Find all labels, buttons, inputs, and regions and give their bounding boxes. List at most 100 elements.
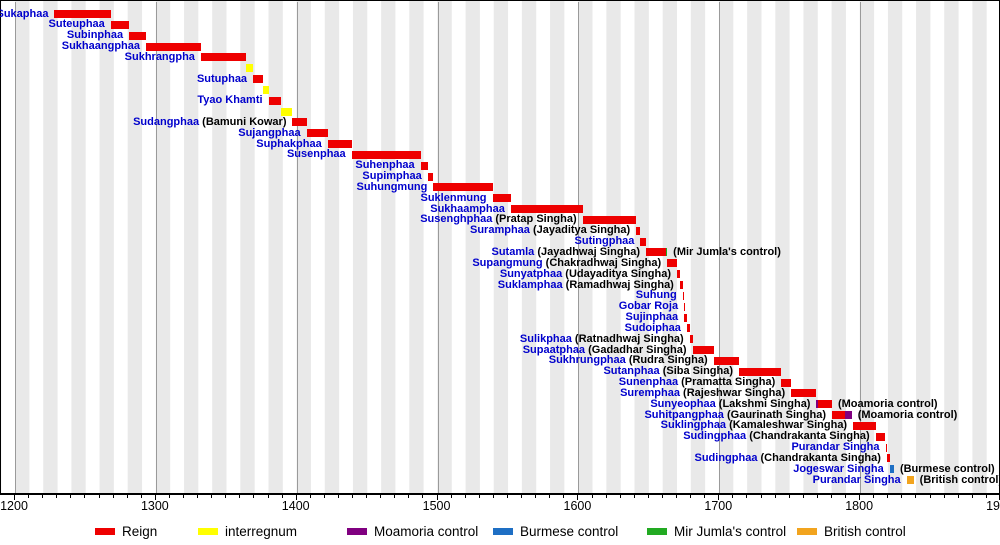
bar-segment-reign bbox=[129, 31, 146, 40]
axis-minor-tick bbox=[605, 495, 607, 498]
row-label: Supaatphaa (Gadadhar Singha) bbox=[522, 343, 687, 356]
ruler-name-link[interactable]: Sujangphaa bbox=[238, 126, 301, 139]
axis-minor-tick bbox=[56, 495, 58, 498]
ruler-name-link[interactable]: Suphakphaa bbox=[256, 137, 322, 150]
ruler-name-link[interactable]: Suhung bbox=[635, 289, 677, 302]
ruler-name-link[interactable]: Susenghphaa bbox=[420, 213, 493, 226]
ruler-name-link[interactable]: Susenphaa bbox=[286, 148, 346, 161]
ruler-name-link[interactable]: Sutamla bbox=[491, 245, 535, 258]
bar-segment-reign bbox=[875, 432, 886, 441]
ruler-name-link[interactable]: Suhitpangphaa bbox=[644, 408, 724, 421]
ruler-alt-name: (Kamaleshwar Singha) bbox=[726, 419, 848, 432]
ruler-name-link[interactable]: Suklamphaa bbox=[497, 278, 563, 291]
ruler-name-link[interactable]: Sudangphaa bbox=[133, 115, 200, 128]
ruler-name-link[interactable]: Suramphaa bbox=[470, 224, 530, 237]
bar-segment-reign bbox=[679, 281, 683, 289]
row-label: Supimphaa bbox=[362, 171, 421, 182]
bar-segment-reign bbox=[781, 378, 792, 387]
axis-label-1200: 1200 bbox=[0, 499, 28, 513]
ruler-name-link[interactable]: Suklingphaa bbox=[660, 419, 727, 432]
axis-label-1600: 1600 bbox=[563, 499, 592, 513]
ruler-name-link[interactable]: Suhungmung bbox=[356, 180, 428, 193]
axis-major-tick bbox=[14, 495, 15, 500]
ruler-name-link[interactable]: Suklenmung bbox=[420, 191, 487, 204]
ruler-name-link[interactable]: Sujinphaa bbox=[625, 311, 679, 324]
axis-minor-tick bbox=[591, 495, 593, 498]
bar-segment-reign bbox=[640, 237, 647, 246]
bar-segment-moamoria bbox=[844, 411, 852, 420]
axis-label-1400: 1400 bbox=[281, 499, 310, 513]
ruler-name-link[interactable]: Sukhaangphaa bbox=[61, 40, 140, 53]
axis-minor-tick bbox=[126, 495, 128, 498]
gridline-1800 bbox=[860, 2, 862, 494]
row-label: Purandar Singha bbox=[791, 442, 879, 453]
row-label: Suklenmung bbox=[420, 191, 487, 204]
legend-swatch-british bbox=[797, 528, 817, 535]
axis-minor-tick bbox=[661, 495, 663, 498]
axis-major-tick bbox=[577, 495, 579, 500]
bar-segment-reign bbox=[268, 96, 282, 105]
ruler-name-link[interactable]: Sunenphaa bbox=[618, 376, 679, 389]
bar-segment-reign bbox=[636, 226, 641, 235]
axis-minor-tick bbox=[915, 495, 917, 498]
bar-segment-reign bbox=[817, 400, 832, 409]
axis-minor-tick bbox=[478, 495, 480, 498]
row-label: Tyao Khamti bbox=[197, 95, 262, 106]
axis-minor-tick bbox=[28, 495, 30, 498]
ruler-alt-name: (Gaurinath Singha) bbox=[723, 408, 826, 421]
ruler-name-link[interactable]: Sukhrungphaa bbox=[548, 354, 626, 367]
ruler-name-link[interactable]: Sukaphaa bbox=[0, 7, 49, 20]
row-label: Gobar Roja bbox=[619, 301, 678, 312]
ruler-name-link[interactable]: Gobar Roja bbox=[618, 300, 679, 313]
bar-segment-british bbox=[906, 476, 914, 485]
bar-segment-interregnum bbox=[281, 107, 293, 116]
ruler-alt-name: (Siba Singha) bbox=[659, 365, 734, 378]
ruler-name-link[interactable]: Purandar Singha bbox=[791, 441, 880, 454]
ruler-name-link[interactable]: Supangmung bbox=[472, 256, 543, 269]
axis-minor-tick bbox=[887, 495, 889, 498]
axis-minor-tick bbox=[746, 495, 748, 498]
bar-segment-reign bbox=[292, 118, 307, 127]
bar-segment-reign bbox=[791, 389, 817, 398]
ruler-alt-name: (Lakshmi Singha) bbox=[715, 397, 811, 410]
row-label: Sukaphaa bbox=[0, 7, 49, 20]
bar-segment-interregnum bbox=[262, 85, 269, 94]
axis-major-tick bbox=[154, 495, 156, 500]
ruler-name-link[interactable]: Sukhaamphaa bbox=[430, 202, 505, 215]
bar-segment-burmese bbox=[889, 465, 894, 474]
bar-segment-reign bbox=[510, 205, 583, 214]
ruler-alt-name: (Chakradhwaj Singha) bbox=[542, 256, 662, 269]
ruler-alt-name: (Ramadhwaj Singha) bbox=[562, 278, 674, 291]
bar-segment-reign bbox=[677, 270, 680, 279]
axis-minor-tick bbox=[521, 495, 523, 498]
ruler-name-link[interactable]: Sunyeophaa bbox=[650, 397, 716, 410]
ruler-name-link[interactable]: Sudingphaa bbox=[683, 430, 747, 443]
ruler-name-link[interactable]: Supimphaa bbox=[362, 170, 422, 183]
ruler-alt-name: (Rajeshwar Singha) bbox=[679, 386, 786, 399]
ruler-name-link[interactable]: Sunyatphaa bbox=[499, 267, 563, 280]
ruler-alt-name: (Bamuni Kowar) bbox=[199, 115, 287, 128]
axis-major-tick bbox=[718, 495, 720, 500]
row-label: Suklamphaa (Ramadhwaj Singha) bbox=[497, 278, 674, 291]
ruler-name-link[interactable]: Sutuphaa bbox=[196, 72, 248, 85]
axis-minor-tick bbox=[901, 495, 903, 498]
axis-minor-tick bbox=[168, 495, 170, 498]
ruler-name-link[interactable]: Suremphaa bbox=[620, 386, 680, 399]
ruler-name-link[interactable]: Sudoiphaa bbox=[624, 321, 681, 334]
ruler-name-link[interactable]: Subinphaa bbox=[66, 29, 124, 42]
ruler-name-link[interactable]: Suhenphaa bbox=[355, 159, 415, 172]
axis-minor-tick bbox=[98, 495, 100, 498]
ruler-name-link[interactable]: Sukhrangpha bbox=[124, 50, 195, 63]
ruler-name-link[interactable]: Suteuphaa bbox=[48, 18, 105, 31]
ruler-name-link[interactable]: Tyao Khamti bbox=[197, 94, 263, 107]
ruler-name-link[interactable]: Sulikphaa bbox=[519, 332, 572, 345]
ruler-name-link[interactable]: Supaatphaa bbox=[522, 343, 586, 356]
ruler-name-link[interactable]: Sutingphaa bbox=[574, 235, 635, 248]
ruler-name-link[interactable]: Sudingphaa bbox=[694, 451, 758, 464]
row-label: Suhenphaa bbox=[355, 160, 414, 171]
ruler-name-link[interactable]: Jogeswar Singha bbox=[793, 462, 884, 475]
bar-segment-reign bbox=[684, 313, 687, 322]
axis-minor-tick bbox=[845, 495, 847, 498]
ruler-name-link[interactable]: Sutanphaa bbox=[603, 365, 660, 378]
ruler-name-link[interactable]: Purandar Singha bbox=[812, 473, 901, 486]
